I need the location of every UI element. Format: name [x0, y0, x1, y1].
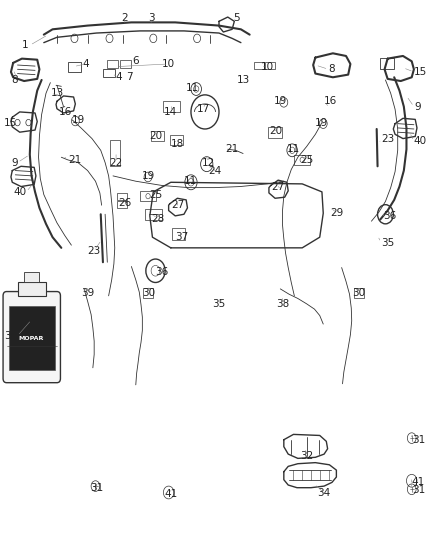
Text: 11: 11 [287, 144, 300, 154]
Text: 41: 41 [164, 489, 177, 499]
Text: 4: 4 [82, 59, 89, 69]
Text: 25: 25 [300, 155, 313, 165]
Text: 9: 9 [11, 158, 18, 167]
Bar [120, 60, 131, 68]
Text: 19: 19 [315, 118, 328, 127]
Bar [9, 306, 55, 370]
Text: 20: 20 [149, 131, 162, 141]
Text: 10: 10 [261, 62, 274, 71]
Bar [170, 135, 183, 145]
FancyBboxPatch shape [3, 292, 60, 383]
Text: 8: 8 [11, 75, 18, 85]
Text: 1: 1 [22, 41, 28, 50]
Text: 37: 37 [175, 232, 188, 242]
Text: 24: 24 [208, 166, 221, 175]
Text: 26: 26 [118, 198, 131, 207]
Text: 36: 36 [155, 267, 169, 277]
Text: 19: 19 [142, 171, 155, 181]
Text: 23: 23 [88, 246, 101, 255]
Text: 25: 25 [149, 190, 162, 199]
Text: 17: 17 [197, 104, 210, 114]
Text: 27: 27 [171, 200, 184, 210]
Text: 34: 34 [318, 488, 331, 498]
Text: 27: 27 [272, 182, 285, 191]
Text: 41: 41 [412, 478, 425, 487]
Bar [140, 191, 156, 201]
Bar [265, 62, 275, 69]
Text: 19: 19 [72, 115, 85, 125]
Text: 31: 31 [90, 483, 103, 492]
Bar [354, 288, 364, 298]
Bar [294, 155, 310, 165]
Bar [103, 69, 115, 77]
Bar [172, 228, 185, 240]
Bar [117, 193, 127, 200]
Text: 22: 22 [110, 158, 123, 167]
Bar [68, 62, 81, 72]
Text: 15: 15 [4, 118, 18, 127]
Text: 13: 13 [237, 75, 250, 85]
Text: 31: 31 [412, 435, 425, 445]
Text: 29: 29 [331, 208, 344, 218]
Text: 4: 4 [115, 72, 122, 82]
Bar [380, 58, 394, 69]
Text: 9: 9 [414, 102, 420, 111]
Text: 21: 21 [68, 155, 81, 165]
Text: 11: 11 [186, 83, 199, 93]
Bar [24, 272, 39, 282]
Text: 20: 20 [269, 126, 283, 135]
Text: 32: 32 [300, 451, 313, 461]
Text: 38: 38 [276, 299, 289, 309]
Text: 28: 28 [151, 214, 164, 223]
Text: 8: 8 [328, 64, 335, 74]
Bar [107, 60, 118, 68]
Bar [143, 288, 153, 298]
Text: 33: 33 [4, 331, 18, 341]
Bar [117, 201, 127, 208]
Bar [151, 131, 164, 141]
Text: 16: 16 [59, 107, 72, 117]
Text: 30: 30 [142, 288, 155, 298]
Text: 2: 2 [121, 13, 128, 22]
Bar [268, 127, 282, 138]
Text: 21: 21 [226, 144, 239, 154]
Text: 19: 19 [274, 96, 287, 106]
Text: MOPAR: MOPAR [19, 336, 44, 341]
Text: 35: 35 [212, 299, 226, 309]
Text: 40: 40 [414, 136, 427, 146]
Bar [110, 140, 120, 166]
Text: 36: 36 [383, 211, 396, 221]
Bar [254, 62, 264, 69]
Text: 18: 18 [171, 139, 184, 149]
Text: 23: 23 [381, 134, 394, 143]
Text: 5: 5 [233, 13, 240, 22]
Text: 6: 6 [132, 56, 139, 66]
Text: 13: 13 [50, 88, 64, 98]
Bar [163, 101, 180, 112]
Text: 15: 15 [414, 67, 427, 77]
Text: 14: 14 [164, 107, 177, 117]
Text: 7: 7 [126, 72, 133, 82]
Text: 12: 12 [201, 158, 215, 167]
Text: 10: 10 [162, 59, 175, 69]
Text: 11: 11 [184, 176, 197, 186]
Bar [18, 282, 46, 296]
Bar [145, 209, 162, 220]
Text: 3: 3 [148, 13, 155, 22]
Text: 30: 30 [353, 288, 366, 298]
Text: 40: 40 [13, 187, 26, 197]
Text: 39: 39 [81, 288, 94, 298]
Text: 31: 31 [412, 486, 425, 495]
Text: 16: 16 [324, 96, 337, 106]
Text: 35: 35 [381, 238, 394, 247]
